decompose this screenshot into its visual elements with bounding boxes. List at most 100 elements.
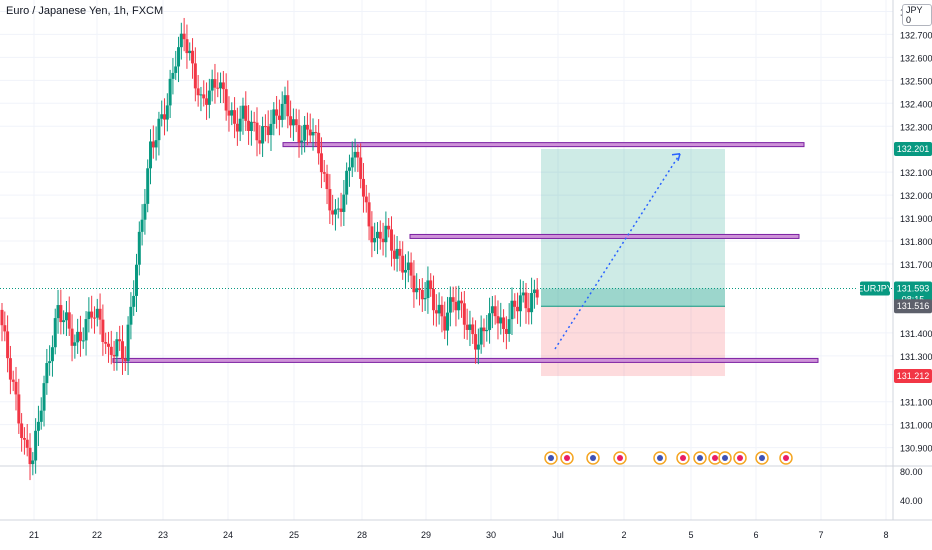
candle-body <box>151 141 155 148</box>
economic-event-dot <box>617 455 623 461</box>
candle-body <box>437 304 441 314</box>
price-label-box <box>894 299 932 314</box>
candle-body <box>238 118 242 132</box>
candle-body <box>258 140 262 144</box>
price-tick-label: 132.400 <box>900 99 932 109</box>
candle-body <box>440 304 444 317</box>
candle-body <box>92 317 96 319</box>
candle-body <box>98 308 102 320</box>
price-tick-label: 131.300 <box>900 352 932 362</box>
candle-body <box>62 320 66 323</box>
price-label-box <box>894 141 932 156</box>
candle-body <box>112 354 116 357</box>
currency-badge[interactable]: JPY 0 <box>902 4 932 26</box>
time-tick-label: 21 <box>29 530 39 540</box>
candle-body <box>174 66 178 73</box>
candle-body <box>535 289 539 298</box>
candle-body <box>160 114 164 119</box>
volume-tick-label: 80.00 <box>900 467 923 477</box>
price-label-box <box>894 281 932 296</box>
candle-body <box>59 305 63 323</box>
time-tick-label: 2 <box>621 530 626 540</box>
candle-body <box>191 50 195 64</box>
price-label-text: 131.212 <box>897 371 930 381</box>
candle-body <box>314 132 318 134</box>
candle-body <box>17 394 21 424</box>
candle-body <box>241 105 245 119</box>
economic-event-dot <box>783 455 789 461</box>
candle-body <box>532 289 536 294</box>
time-tick-label: 28 <box>357 530 367 540</box>
candle-body <box>84 319 88 341</box>
candle-body <box>126 324 130 361</box>
candle-body <box>471 324 475 335</box>
candle-body <box>48 361 52 364</box>
candle-body <box>530 293 534 313</box>
candle-body <box>263 126 267 128</box>
candle-body <box>235 123 239 132</box>
economic-event-dot <box>548 455 554 461</box>
candle-body <box>426 280 430 299</box>
price-label-text: 131.516 <box>897 301 930 311</box>
candle-body <box>389 229 393 251</box>
candle-body <box>291 119 295 126</box>
candle-body <box>412 275 416 293</box>
candle-body <box>297 125 301 143</box>
candle-body <box>504 328 508 334</box>
price-tick-label: 132.300 <box>900 122 932 132</box>
economic-event-dot <box>737 455 743 461</box>
candle-body <box>143 203 147 220</box>
candle-body <box>423 298 427 300</box>
candle-body <box>350 157 354 168</box>
candle-body <box>300 140 304 143</box>
candle-body <box>356 151 360 158</box>
candle-body <box>188 50 192 54</box>
candle-body <box>322 172 326 174</box>
candle-body <box>70 328 74 346</box>
candle-body <box>193 63 197 89</box>
candle-body <box>101 319 105 343</box>
candle-body <box>429 280 433 290</box>
candle-body <box>373 238 377 243</box>
time-tick-label: Jul <box>552 530 564 540</box>
candle-body <box>303 124 307 141</box>
symbol-title: Euro / Japanese Yen, 1h, FXCM <box>6 5 164 17</box>
horizontal-level <box>409 233 800 239</box>
candle-body <box>78 331 82 341</box>
candle-body <box>305 124 309 130</box>
candle-body <box>73 342 77 346</box>
candle-body <box>277 115 281 120</box>
candle-body <box>230 110 234 116</box>
candle-body <box>524 292 528 309</box>
candle-body <box>36 421 40 431</box>
candle-body <box>521 292 525 296</box>
candle-body <box>516 306 520 312</box>
candle-body <box>123 358 127 361</box>
candle-body <box>118 339 122 342</box>
candle-body <box>460 300 464 304</box>
candle-body <box>233 110 237 124</box>
candle-body <box>199 94 203 96</box>
candle-body <box>359 157 363 179</box>
economic-event-dot <box>722 455 728 461</box>
candle-body <box>339 208 343 212</box>
candle-body <box>275 109 279 116</box>
candle-body <box>325 173 329 190</box>
candle-body <box>319 153 323 173</box>
candle-body <box>451 297 455 302</box>
candle-body <box>90 311 94 318</box>
candle-body <box>261 126 265 144</box>
candle-body <box>513 300 517 307</box>
projection-arrowhead <box>671 153 681 162</box>
candle-body <box>76 331 80 343</box>
candle-body <box>454 301 458 311</box>
candle-body <box>81 340 85 342</box>
candle-body <box>0 309 4 326</box>
time-tick-label: 30 <box>486 530 496 540</box>
candle-body <box>485 329 489 332</box>
candle-body <box>406 262 410 271</box>
price-label-text: 131.593 <box>897 284 930 294</box>
price-tick-label: 131.400 <box>900 329 932 339</box>
candle-body <box>420 289 424 300</box>
